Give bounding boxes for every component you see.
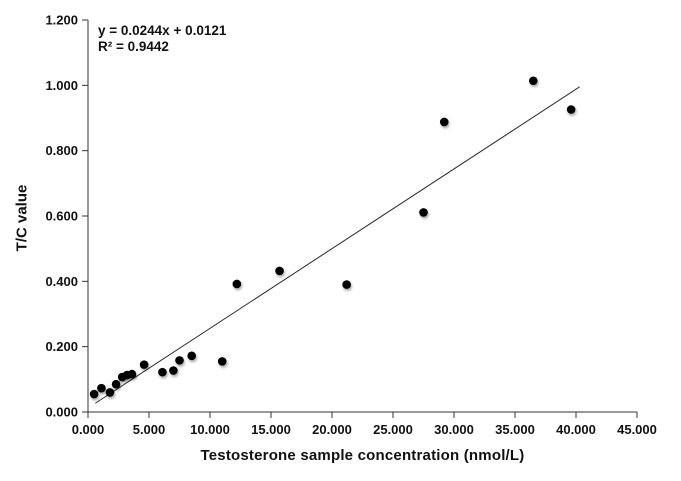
data-point <box>187 351 196 361</box>
r-squared-value: R² = 0.9442 <box>98 39 169 54</box>
x-axis: 0.000 5.000 10.000 15.000 20.000 25.000 30.000… <box>72 411 657 437</box>
data-point <box>139 360 149 369</box>
data-point <box>89 389 99 399</box>
data-point <box>111 379 121 389</box>
y-tick-label: 0.800 <box>45 143 78 158</box>
y-tick-label: 1.200 <box>45 13 78 28</box>
y-tick-label: 1.000 <box>45 78 78 93</box>
x-tick-label: 10.000 <box>190 422 230 437</box>
y-tick-label: 0.000 <box>45 405 78 420</box>
x-tick-label: 35.000 <box>495 422 535 437</box>
x-tick-label: 0.000 <box>72 422 105 437</box>
y-tick-label: 0.600 <box>45 209 78 224</box>
data-point <box>175 356 184 365</box>
x-tick-label: 25.000 <box>373 422 413 437</box>
x-axis-title: Testosterone sample concentration (nmol/… <box>200 447 525 464</box>
data-point <box>127 369 137 379</box>
x-tick-label: 40.000 <box>556 422 596 437</box>
y-axis: 0.000 0.200 0.400 0.600 0.800 1.000 1.200 <box>45 13 89 420</box>
x-tick-label: 15.000 <box>251 422 291 437</box>
data-point <box>105 388 115 397</box>
trendline-equation: y = 0.0244x + 0.0121 <box>98 23 227 38</box>
data-point <box>529 76 538 86</box>
regression-line <box>95 86 580 404</box>
y-axis-title: T/C value <box>13 184 31 252</box>
trendline-annotation: y = 0.0244x + 0.0121 R² = 0.9442 <box>98 23 226 55</box>
data-points <box>89 76 576 399</box>
x-tick-label: 5.000 <box>133 422 166 437</box>
data-point <box>232 279 242 289</box>
y-tick-label: 0.400 <box>45 274 78 289</box>
data-point <box>566 105 576 114</box>
data-point <box>439 117 449 127</box>
data-point <box>419 208 428 217</box>
data-point <box>217 357 227 366</box>
y-tick-label: 0.200 <box>45 339 78 354</box>
data-point <box>97 383 106 393</box>
data-point <box>158 367 167 377</box>
x-tick-label: 30.000 <box>434 422 474 437</box>
trendline <box>95 86 580 404</box>
x-tick-label: 20.000 <box>312 422 352 437</box>
data-point <box>169 366 178 375</box>
data-point <box>275 266 284 276</box>
data-point <box>342 280 351 289</box>
x-tick-label: 45.000 <box>617 422 657 437</box>
